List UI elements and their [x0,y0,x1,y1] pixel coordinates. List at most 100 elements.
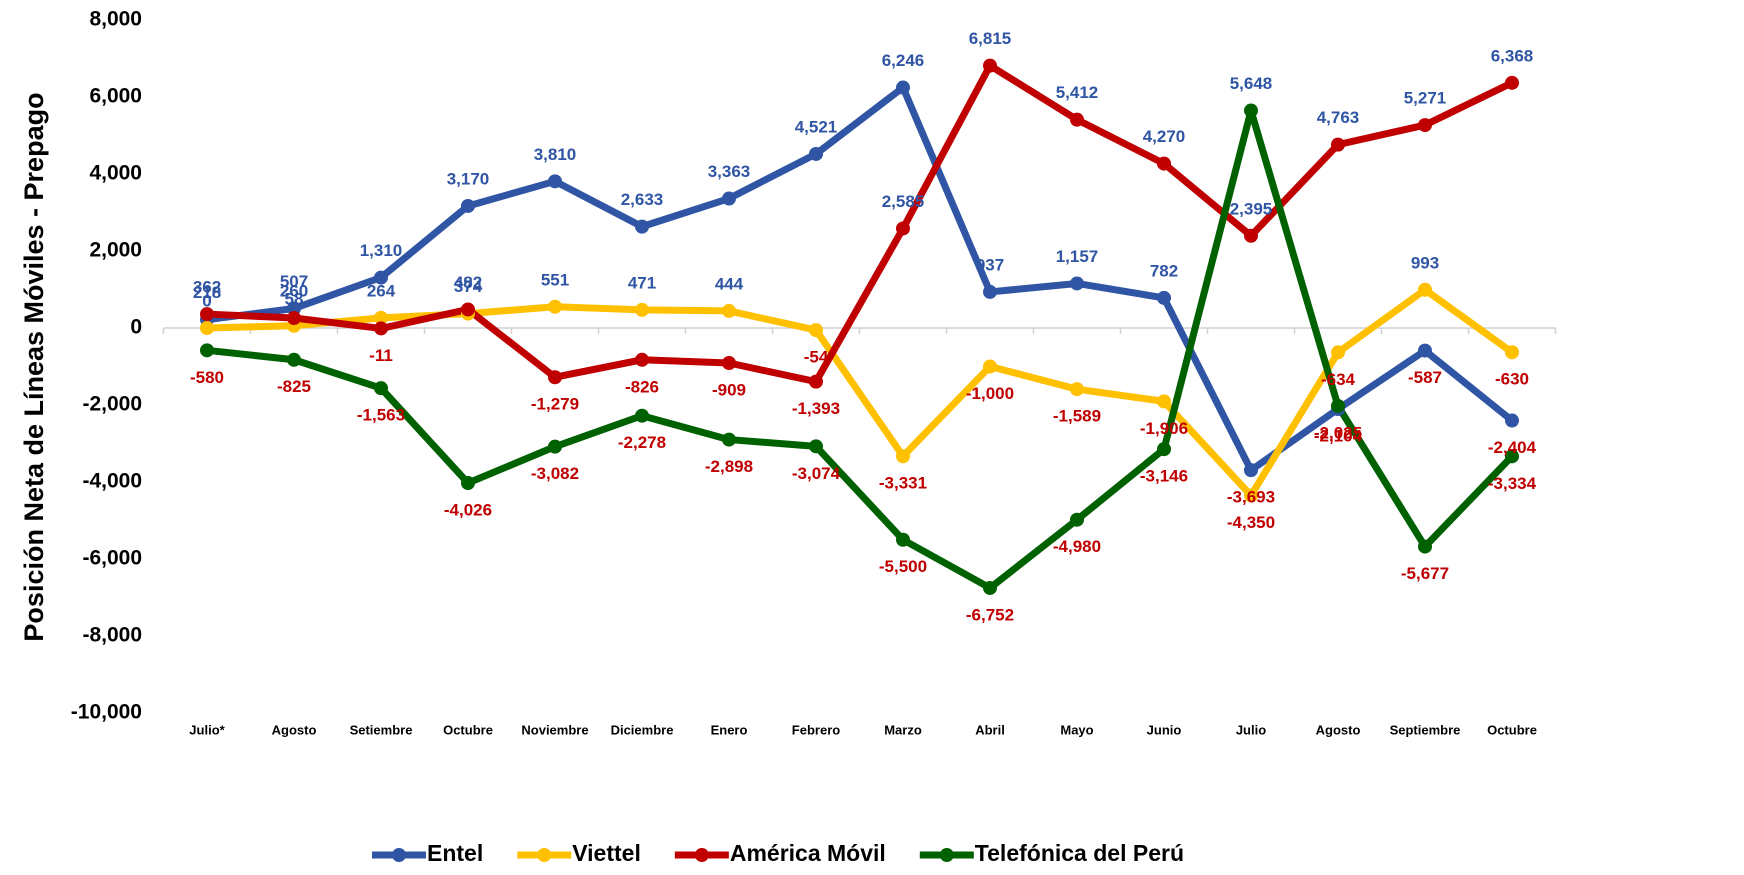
legend-marker [939,848,954,862]
data-label: 1,157 [1056,247,1099,266]
data-point [287,310,301,325]
data-label: 5,648 [1230,74,1273,93]
data-label: -1,000 [966,384,1014,403]
data-point [722,191,736,206]
data-label: -909 [712,380,746,399]
legend-marker [392,848,406,862]
data-point [1157,394,1171,409]
x-tick-label: Diciembre [611,722,674,737]
data-point [1505,413,1519,428]
data-point [548,174,562,189]
data-label: -3,693 [1227,488,1275,507]
y-tick-label: 0 [130,316,142,339]
data-label: -4,980 [1053,537,1101,556]
data-label: -1,393 [792,399,840,418]
data-label: -634 [1321,370,1356,389]
data-point [200,307,214,322]
data-label: -630 [1495,370,1529,389]
data-point [374,381,388,396]
x-tick-label: Junio [1147,722,1182,737]
data-label: -3,074 [792,464,841,483]
y-tick-label: 8,000 [89,8,142,31]
data-label: 6,368 [1491,46,1534,65]
data-point [1418,118,1432,133]
data-point [287,352,301,367]
data-label: -5,677 [1401,564,1449,583]
data-label: -587 [1408,368,1442,387]
data-label: -4,350 [1227,513,1275,532]
data-label: 5,412 [1056,83,1099,102]
legend-marker [694,848,709,862]
data-label: 471 [628,273,656,292]
data-label: 937 [976,255,1004,274]
data-label: 507 [280,272,308,291]
data-label: -3,146 [1140,467,1188,486]
data-label: 6,246 [882,51,925,70]
data-point [1244,463,1258,478]
data-label: -2,278 [618,433,666,452]
y-tick-label: -4,000 [82,470,142,493]
data-label: -580 [190,368,224,387]
data-point [809,146,823,161]
data-label: -826 [625,377,659,396]
data-label: 260 [280,281,308,300]
data-label: -2,025 [1314,423,1362,442]
data-point [983,58,997,73]
x-tick-label: Julio [1236,722,1266,737]
legend-label: Viettel [572,840,641,866]
data-label: 4,270 [1143,127,1186,146]
data-label: 218 [193,283,221,302]
data-label: 362 [193,278,221,297]
data-label: 4,763 [1317,108,1360,127]
data-point [809,439,823,454]
data-point [200,321,214,335]
data-point [983,580,997,595]
data-point [983,359,997,374]
data-point [461,476,475,491]
series-line [206,62,1514,386]
data-label: -1,589 [1053,407,1101,426]
x-tick-label: Setiembre [350,722,413,737]
data-point [374,270,388,285]
data-point [548,299,562,314]
data-point [200,343,214,358]
x-tick-label: Octubre [1487,722,1537,737]
data-point [635,302,649,317]
data-point [1070,512,1084,527]
x-tick-label: Octubre [443,722,493,737]
legend-marker [537,848,552,862]
data-label: -2,104 [1314,426,1363,445]
data-label: 3,363 [708,162,751,181]
data-point [1505,449,1519,464]
y-tick-label: 4,000 [89,162,142,185]
data-point [1157,156,1171,171]
data-point [1505,345,1519,360]
data-point [635,352,649,367]
data-label: 551 [541,270,569,289]
data-point [1070,112,1084,127]
data-point [1070,382,1084,397]
data-point [1505,75,1519,90]
data-point [896,80,910,95]
data-label: 2,395 [1230,199,1273,218]
data-label: -3,082 [531,464,579,483]
data-label: 264 [367,281,396,300]
data-point [548,370,562,385]
data-point [1244,103,1258,118]
data-label: 3,170 [447,169,490,188]
x-tick-label: Agosto [272,722,317,737]
data-label: -2,898 [705,457,753,476]
x-tick-label: Noviembre [521,722,588,737]
data-label: 374 [454,277,483,296]
data-point [896,221,910,236]
legend-label: Telefónica del Perú [975,840,1184,866]
data-label: 993 [1411,253,1439,272]
x-tick-label: Septiembre [1390,722,1461,737]
data-point [1070,276,1084,291]
data-label: -54 [804,348,829,367]
data-label: 2,585 [882,192,925,211]
legend-label: Entel [427,840,483,866]
data-point [1331,345,1345,360]
data-point [722,355,736,370]
data-label: 482 [454,273,482,292]
